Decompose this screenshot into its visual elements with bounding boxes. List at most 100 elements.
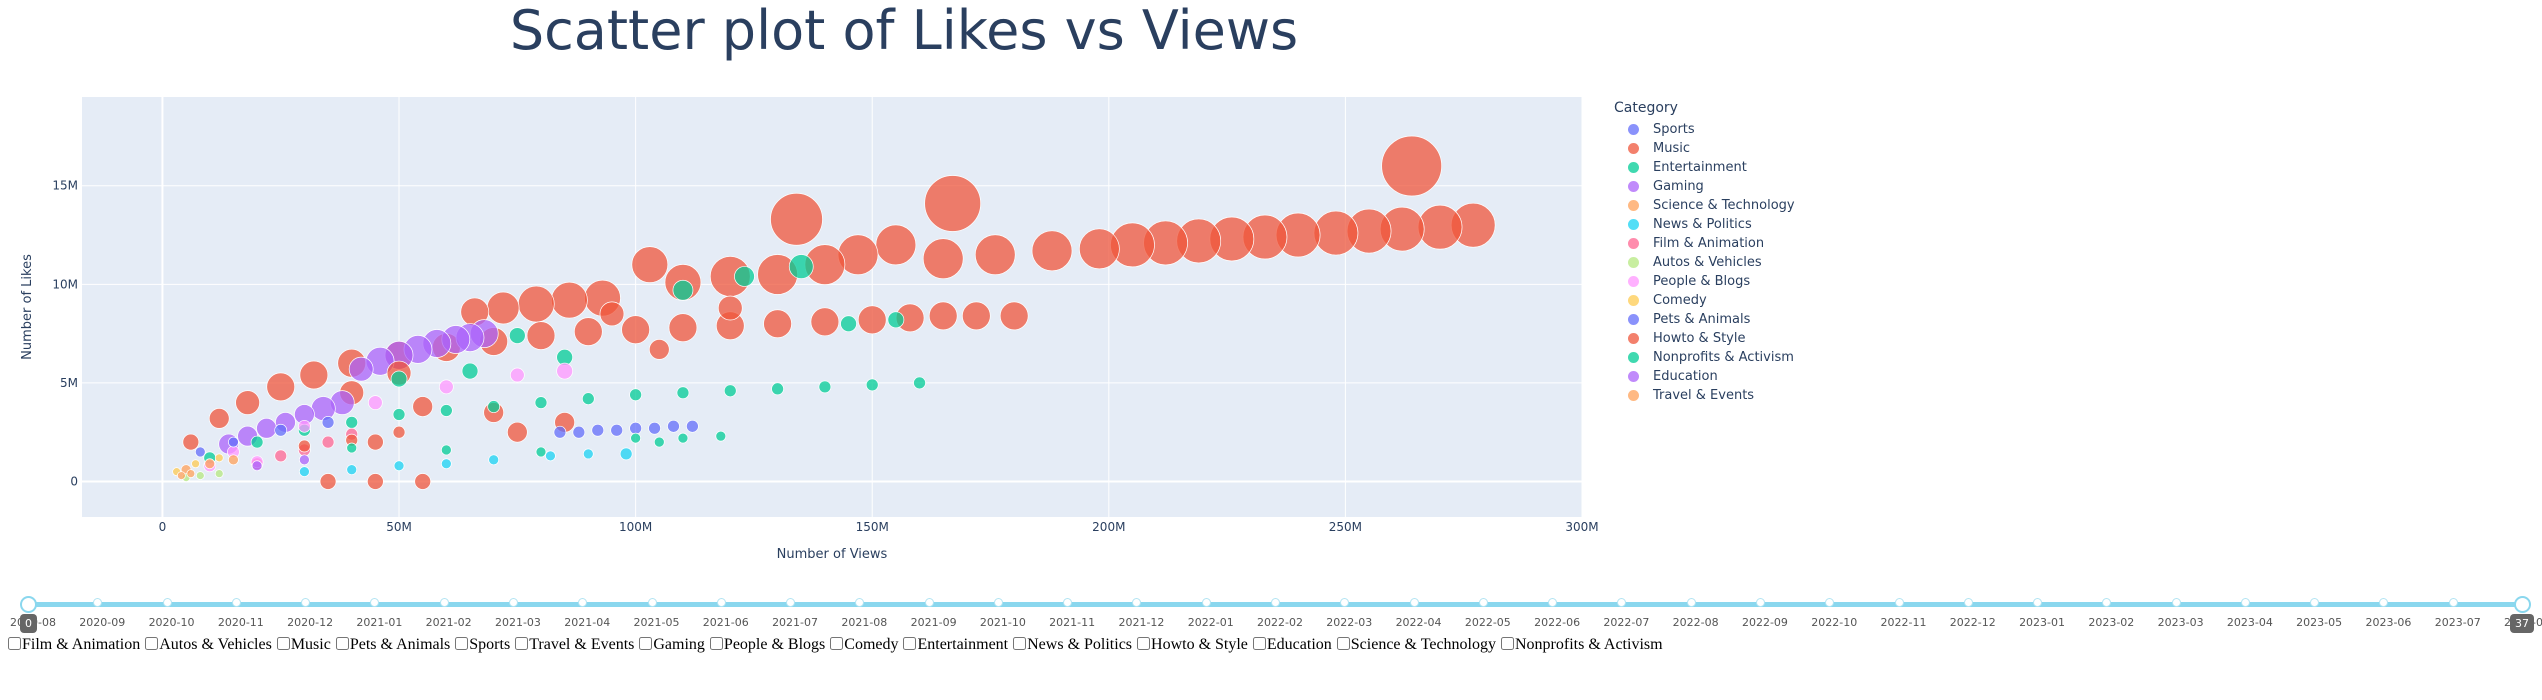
point-news-politics[interactable] — [346, 464, 358, 476]
slider-step-label[interactable]: 2023-01 — [2019, 616, 2066, 629]
point-music[interactable] — [506, 421, 528, 443]
point-pets-animals[interactable] — [591, 423, 605, 437]
point-entertainment[interactable] — [535, 446, 547, 458]
slider-step[interactable] — [1617, 598, 1627, 607]
point-entertainment[interactable] — [840, 315, 857, 333]
slider-step[interactable] — [93, 598, 103, 607]
slider-step[interactable] — [2379, 598, 2389, 607]
slider-step-label[interactable]: 2021-10 — [979, 616, 1026, 629]
point-entertainment[interactable] — [461, 362, 479, 380]
legend-item[interactable]: Film & Animation — [1614, 234, 1795, 253]
legend-item[interactable]: People & Blogs — [1614, 272, 1795, 291]
filter-checkbox[interactable] — [1013, 637, 1027, 650]
slider-step-label[interactable]: 2020-11 — [217, 616, 264, 629]
point-pets-animals[interactable] — [648, 421, 661, 435]
slider-step-label[interactable]: 2021-01 — [356, 616, 403, 629]
point-sports[interactable] — [321, 416, 335, 429]
slider-step[interactable] — [578, 598, 588, 607]
point-entertainment[interactable] — [771, 382, 784, 396]
point-music[interactable] — [631, 246, 669, 283]
slider-step[interactable] — [162, 598, 172, 607]
point-music[interactable] — [414, 473, 432, 490]
slider-step-label[interactable]: 2021-07 — [772, 616, 819, 629]
filter-option[interactable]: Music — [274, 636, 331, 653]
point-entertainment[interactable] — [534, 396, 548, 409]
slider-step-label[interactable]: 2021-06 — [702, 616, 749, 629]
point-education[interactable] — [299, 454, 310, 466]
scatter-plot[interactable]: 0 50M 100M 150M 200M 250M 300M 0 5M 10M 15M Numbe… — [0, 0, 2542, 590]
point-pets-animals[interactable] — [610, 423, 624, 437]
slider-step[interactable] — [1686, 598, 1696, 607]
point-entertainment[interactable] — [913, 376, 926, 390]
slider-step[interactable] — [301, 598, 311, 607]
point-film-animation[interactable] — [274, 449, 288, 463]
filter-option[interactable]: Nonprofits & Activism — [1498, 636, 1663, 653]
point-gaming[interactable] — [348, 356, 374, 382]
filter-option[interactable]: Education — [1250, 636, 1332, 653]
slider-step-label[interactable]: 2022-11 — [1880, 616, 1927, 629]
point-music[interactable] — [763, 309, 792, 339]
point-music[interactable] — [875, 224, 917, 266]
filter-option[interactable]: People & Blogs — [707, 636, 825, 653]
point-pets-animals[interactable] — [572, 425, 586, 439]
point-music[interactable] — [573, 317, 603, 346]
slider-step-label[interactable]: 2021-03 — [494, 616, 541, 629]
slider-step[interactable] — [1409, 598, 1419, 607]
point-entertainment[interactable] — [887, 311, 905, 329]
filter-option[interactable]: Science & Technology — [1334, 636, 1496, 653]
point-music[interactable] — [1031, 230, 1073, 272]
point-entertainment[interactable] — [441, 444, 452, 456]
slider-step-label[interactable]: 2023-07 — [2434, 616, 2481, 629]
point-music[interactable] — [961, 301, 991, 331]
point-nonprofits-activism[interactable] — [653, 436, 665, 448]
filter-option[interactable]: Comedy — [827, 636, 898, 653]
slider-step-label[interactable]: 2023-04 — [2226, 616, 2273, 629]
slider-step-label[interactable]: 2020-09 — [79, 616, 126, 629]
slider-step-label[interactable]: 2022-12 — [1949, 616, 1996, 629]
slider-step-label[interactable]: 2022-03 — [1326, 616, 1373, 629]
filter-option[interactable]: News & Politics — [1010, 636, 1132, 653]
filter-checkbox[interactable] — [1252, 637, 1266, 650]
point-music[interactable] — [621, 315, 650, 345]
point-music[interactable] — [1417, 204, 1463, 250]
point-news-politics[interactable] — [488, 454, 500, 466]
point-music[interactable] — [599, 301, 625, 327]
date-slider[interactable]: 2020-082020-092020-102020-112020-122021-… — [0, 590, 2542, 650]
slider-step[interactable] — [1894, 598, 1904, 607]
slider-step[interactable] — [1548, 598, 1558, 607]
slider-step-label[interactable]: 2020-12 — [287, 616, 334, 629]
point-entertainment[interactable] — [345, 416, 359, 429]
point-travel-events[interactable] — [177, 471, 186, 480]
legend-item[interactable]: Science & Technology — [1614, 196, 1795, 215]
legend-item[interactable]: Sports — [1614, 120, 1795, 139]
point-sports[interactable] — [228, 436, 239, 448]
slider-step-label[interactable]: 2022-08 — [1672, 616, 1719, 629]
slider-step[interactable] — [1132, 598, 1142, 607]
point-people-blogs[interactable] — [298, 419, 311, 433]
point-news-politics[interactable] — [393, 460, 405, 472]
slider-step-label[interactable]: 2020-10 — [148, 616, 195, 629]
point-news-politics[interactable] — [441, 458, 452, 470]
point-nonprofits-activism[interactable] — [715, 430, 727, 442]
point-entertainment[interactable] — [346, 442, 358, 454]
point-music[interactable] — [266, 372, 296, 402]
point-sports[interactable] — [194, 446, 206, 458]
point-news-politics[interactable] — [299, 466, 310, 477]
slider-step[interactable] — [508, 598, 518, 607]
filter-checkbox[interactable] — [1336, 637, 1350, 650]
slider-step[interactable] — [2448, 598, 2458, 607]
point-sports[interactable] — [274, 423, 288, 437]
point-music[interactable] — [857, 305, 887, 335]
slider-step-label[interactable]: 2022-04 — [1395, 616, 1442, 629]
slider-step[interactable] — [993, 598, 1003, 607]
legend-item[interactable]: News & Politics — [1614, 215, 1795, 234]
slider-step-label[interactable]: 2022-07 — [1603, 616, 1650, 629]
point-music[interactable] — [1313, 210, 1359, 256]
filter-checkbox[interactable] — [145, 637, 159, 650]
slider-step-label[interactable]: 2021-11 — [1049, 616, 1096, 629]
legend-item[interactable]: Music — [1614, 139, 1795, 158]
filter-checkbox[interactable] — [276, 637, 290, 650]
point-howto-style[interactable] — [298, 439, 311, 453]
point-people-blogs[interactable] — [368, 395, 383, 410]
slider-step[interactable] — [370, 598, 380, 607]
